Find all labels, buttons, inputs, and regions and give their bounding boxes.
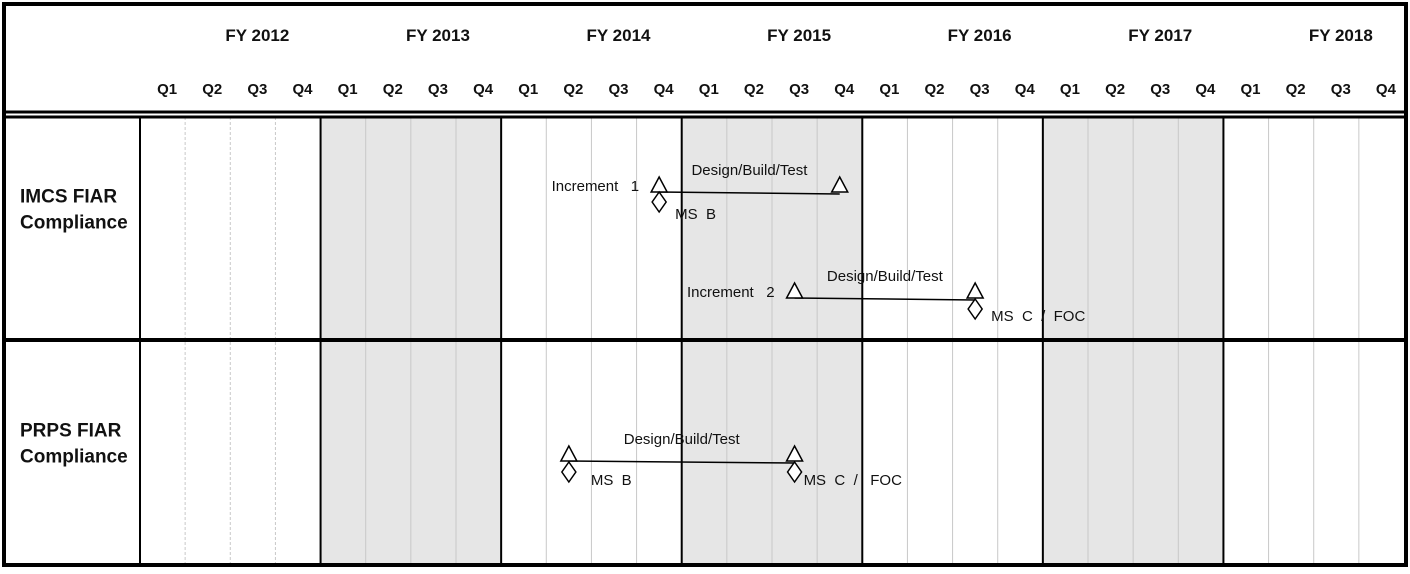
quarter-header: Q4 [473, 81, 494, 98]
task-label: Design/Build/Test [827, 268, 944, 285]
milestone-diamond-icon [967, 297, 984, 321]
quarter-header: Q3 [428, 81, 448, 98]
quarter-header: Q3 [1150, 81, 1170, 98]
quarter-header: Q2 [383, 81, 403, 98]
row-label: PRPS FIAR [20, 421, 122, 442]
quarter-header: Q2 [1105, 81, 1125, 98]
increment-label: Increment 2 [687, 284, 775, 301]
fiscal-year-header: FY 2016 [948, 26, 1012, 45]
task-label: Design/Build/Test [624, 431, 741, 448]
quarter-header: Q1 [338, 81, 358, 98]
quarter-header: Q2 [563, 81, 583, 98]
fiscal-year-header: FY 2017 [1128, 26, 1192, 45]
quarter-header: Q4 [1015, 81, 1036, 98]
fiscal-year-header: FY 2013 [406, 26, 470, 45]
milestone-label: MS C / FOC [991, 308, 1085, 325]
quarter-header: Q3 [1331, 81, 1351, 98]
quarter-header: Q1 [157, 81, 177, 98]
quarter-header: Q1 [1060, 81, 1080, 98]
fiscal-year-header: FY 2015 [767, 26, 831, 45]
start-triangle-marker [559, 444, 579, 462]
milestone-label: MS C / FOC [804, 472, 903, 489]
fiscal-year-header: FY 2014 [587, 26, 652, 45]
quarter-header: Q2 [744, 81, 764, 98]
start-triangle-marker [785, 281, 804, 299]
row-label: IMCS FIAR [20, 187, 117, 208]
milestone-diamond-icon [651, 190, 668, 214]
fiscal-year-header: FY 2018 [1309, 26, 1373, 45]
end-triangle-marker [965, 281, 985, 299]
schedule-bar [794, 297, 976, 301]
end-triangle-marker [830, 175, 849, 193]
schedule-bar [568, 460, 795, 464]
increment-label: Increment 1 [552, 178, 640, 195]
task-label: Design/Build/Test [691, 162, 808, 179]
milestone-label: MS B [591, 472, 632, 489]
quarter-header: Q4 [654, 81, 675, 98]
schedule-bar [659, 191, 840, 195]
quarter-header: Q2 [202, 81, 222, 98]
row-label: Compliance [20, 213, 128, 234]
quarter-header: Q1 [699, 81, 719, 98]
quarter-header: Q3 [789, 81, 809, 98]
quarter-header: Q3 [970, 81, 990, 98]
milestone-diamond-icon [786, 460, 803, 484]
quarter-header: Q4 [293, 81, 314, 98]
quarter-header: Q3 [247, 81, 267, 98]
fiscal-year-header: FY 2012 [225, 26, 289, 45]
quarter-header: Q1 [1241, 81, 1261, 98]
quarter-header: Q4 [1376, 81, 1397, 98]
quarter-header: Q1 [879, 81, 899, 98]
quarter-header: Q4 [1195, 81, 1216, 98]
milestone-diamond-icon [560, 460, 577, 484]
quarter-header: Q1 [518, 81, 538, 98]
row-label: Compliance [20, 447, 128, 468]
start-triangle-marker [649, 175, 669, 193]
quarter-header: Q2 [925, 81, 945, 98]
quarter-header: Q4 [834, 81, 855, 98]
milestone-label: MS B [675, 206, 716, 223]
quarter-header: Q3 [609, 81, 629, 98]
quarter-header: Q2 [1286, 81, 1306, 98]
